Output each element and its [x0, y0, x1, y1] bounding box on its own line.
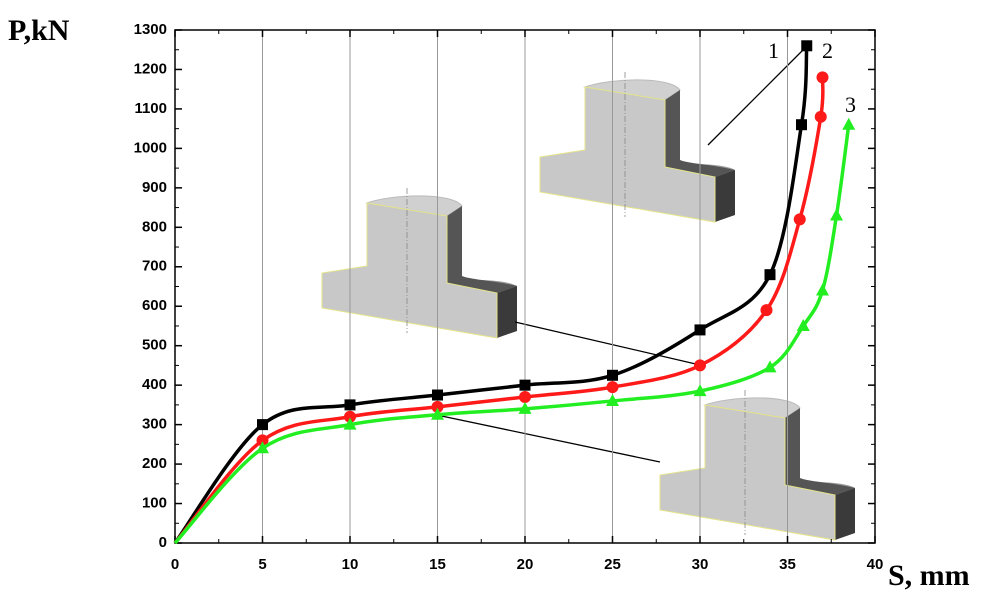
part-flange-side — [497, 286, 517, 338]
y-tick-label: 900 — [142, 179, 167, 196]
part-3d — [660, 390, 855, 540]
marker — [796, 119, 807, 130]
part-flange-side — [835, 488, 855, 540]
part-section — [322, 203, 497, 338]
x-tick-label: 10 — [342, 556, 359, 573]
part-3d — [322, 188, 517, 338]
y-tick-label: 800 — [142, 218, 167, 235]
marker — [761, 304, 773, 316]
marker — [815, 111, 827, 123]
y-tick-label: 500 — [142, 337, 167, 354]
series-label: 3 — [845, 92, 856, 117]
y-tick-label: 400 — [142, 376, 167, 393]
y-tick-label: 100 — [142, 495, 167, 512]
marker — [694, 359, 706, 371]
series-label: 1 — [768, 38, 779, 63]
chart: P,kN S, mm 05101520253035400100200300400… — [0, 0, 999, 590]
part-section — [540, 87, 715, 222]
leader — [708, 47, 806, 145]
x-tick-label: 40 — [867, 556, 884, 573]
marker — [816, 283, 829, 295]
part-3d — [540, 72, 735, 222]
leader — [515, 322, 700, 365]
y-axis-label: P,kN — [8, 14, 70, 47]
part-flange-side — [715, 170, 735, 222]
marker — [520, 380, 531, 391]
x-tick-label: 15 — [429, 556, 446, 573]
y-tick-label: 600 — [142, 297, 167, 314]
marker — [607, 370, 618, 381]
y-tick-label: 1300 — [134, 21, 167, 38]
x-tick-label: 5 — [258, 556, 266, 573]
part-head-side — [447, 206, 517, 293]
part-head-side — [785, 408, 855, 495]
y-tick-label: 1100 — [134, 100, 167, 117]
y-tick-label: 300 — [142, 416, 167, 433]
y-tick-label: 1000 — [134, 139, 167, 156]
marker — [817, 71, 829, 83]
x-axis-label: S, mm — [888, 559, 970, 590]
leader — [432, 414, 660, 462]
marker — [794, 213, 806, 225]
marker — [432, 390, 443, 401]
x-tick-label: 0 — [171, 556, 179, 573]
marker — [257, 419, 268, 430]
y-tick-label: 200 — [142, 455, 167, 472]
marker — [801, 40, 812, 51]
part-section — [660, 405, 835, 540]
marker — [607, 381, 619, 393]
marker — [842, 118, 855, 130]
marker — [345, 399, 356, 410]
y-tick-label: 1200 — [134, 60, 167, 77]
marker — [695, 324, 706, 335]
marker — [765, 269, 776, 280]
y-tick-label: 0 — [159, 534, 167, 551]
x-tick-label: 35 — [779, 556, 796, 573]
series-label: 2 — [822, 38, 833, 63]
x-tick-label: 25 — [604, 556, 621, 573]
x-tick-label: 20 — [517, 556, 534, 573]
x-tick-label: 30 — [692, 556, 709, 573]
marker — [830, 208, 843, 220]
y-tick-label: 700 — [142, 258, 167, 275]
marker — [519, 391, 531, 403]
